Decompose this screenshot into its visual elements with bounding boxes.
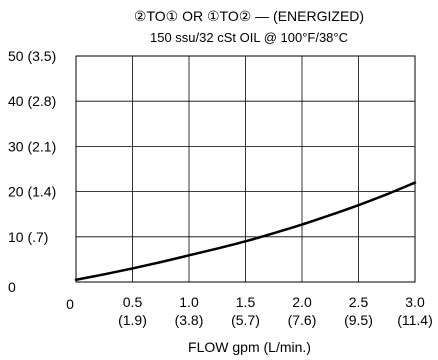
y-tick-label: 50 (3.5) xyxy=(8,48,56,64)
x-tick-sublabel: (5.7) xyxy=(231,312,260,328)
x-tick-label: 1.5 xyxy=(236,294,256,310)
y-tick-label: 0 xyxy=(8,279,16,295)
x-tick-sublabel: (1.9) xyxy=(118,312,147,328)
x-tick-label: 2.5 xyxy=(349,294,369,310)
x-tick-label: 0 xyxy=(66,296,74,312)
y-tick-label: 10 (.7) xyxy=(8,229,48,245)
series-line xyxy=(74,181,417,281)
x-tick-sublabel: (9.5) xyxy=(344,312,373,328)
plot-frame xyxy=(75,55,416,283)
x-tick-label: 1.0 xyxy=(179,294,199,310)
x-tick-sublabel: (7.6) xyxy=(288,312,317,328)
x-axis-ticks: 0 0.5 (1.9) 1.0 (3.8) 1.5 (5.7) 2.0 (7.6) 2.5 (9.5… xyxy=(66,294,433,328)
y-tick-label: 40 (2.8) xyxy=(8,93,56,109)
x-tick-sublabel: (11.4) xyxy=(397,312,433,328)
series-group xyxy=(74,181,417,281)
x-tick-label: 0.5 xyxy=(123,294,143,310)
x-tick-label: 3.0 xyxy=(405,294,425,310)
y-tick-label: 20 (1.4) xyxy=(8,184,56,200)
y-axis-ticks: 0 10 (.7) 20 (1.4) 30 (2.1) 40 (2.8) 50 (3.5) xyxy=(8,48,56,295)
grid xyxy=(76,56,415,282)
x-tick-sublabel: (3.8) xyxy=(175,312,204,328)
x-tick-label: 2.0 xyxy=(292,294,312,310)
y-tick-label: 30 (2.1) xyxy=(8,138,56,154)
chart-title: ②TO① OR ①TO② — (ENERGIZED) xyxy=(133,8,365,24)
x-axis-label: FLOW gpm (L/min.) xyxy=(188,339,311,355)
chart-subtitle: 150 ssu/32 cSt OIL @ 100°F/38°C xyxy=(150,30,348,45)
